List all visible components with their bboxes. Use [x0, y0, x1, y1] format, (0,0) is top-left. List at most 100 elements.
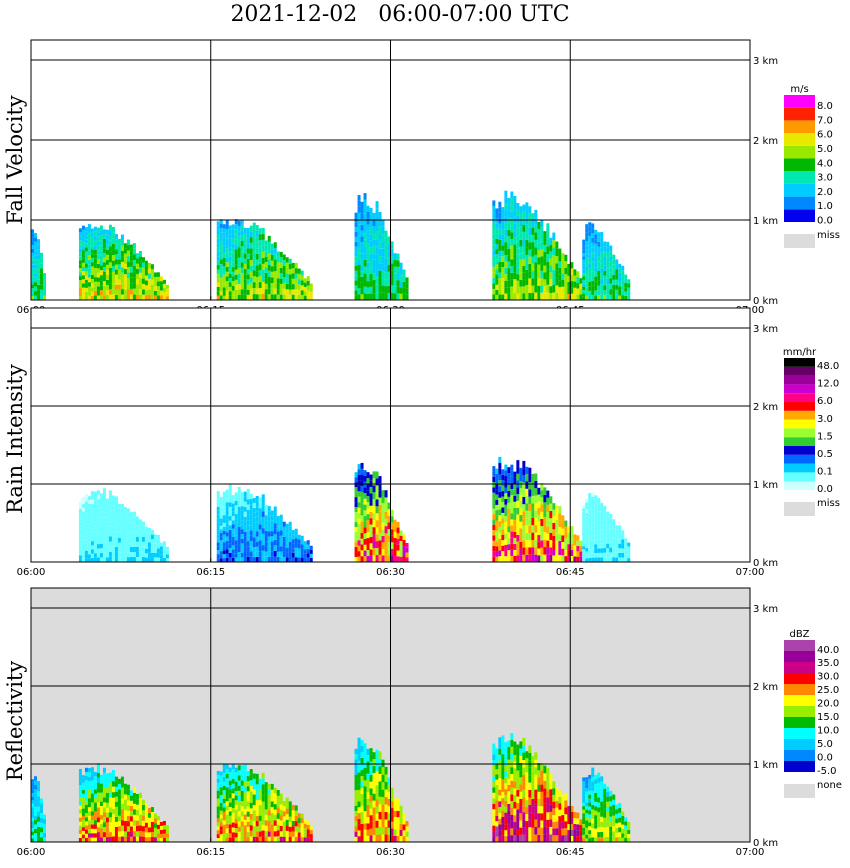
echo-pixel: [360, 817, 364, 824]
echo-pixel: [405, 547, 409, 553]
echo-pixel: [549, 237, 553, 245]
echo-pixel: [591, 290, 595, 296]
echo-pixel: [537, 508, 541, 515]
echo-pixel: [609, 294, 613, 300]
echo-pixel: [297, 837, 301, 842]
echo-pixel: [360, 532, 364, 539]
echo-pixel: [498, 261, 502, 268]
echo-pixel: [114, 244, 118, 250]
echo-pixel: [516, 528, 520, 535]
echo-pixel: [369, 549, 373, 556]
echo-pixel: [225, 791, 229, 797]
echo-pixel: [525, 821, 529, 829]
echo-pixel: [294, 294, 298, 300]
echo-pixel: [117, 532, 121, 538]
echo-pixel: [537, 791, 541, 799]
echo-pixel: [240, 795, 244, 802]
echo-pixel: [258, 778, 262, 785]
echo-pixel: [126, 508, 130, 514]
echo-pixel: [597, 812, 601, 818]
echo-pixel: [120, 557, 124, 562]
echo-pixel: [34, 246, 37, 251]
echo-pixel: [294, 284, 298, 290]
echo-pixel: [297, 289, 301, 295]
echo-pixel: [357, 491, 361, 497]
echo-pixel: [372, 226, 376, 233]
echo-pixel: [531, 532, 535, 540]
echo-pixel: [558, 555, 562, 562]
echo-pixel: [495, 556, 499, 562]
echo-pixel: [240, 267, 244, 274]
echo-pixel: [366, 484, 370, 491]
echo-pixel: [504, 235, 508, 243]
echo-pixel: [102, 797, 106, 803]
echo-pixel: [255, 536, 259, 542]
echo-pixel: [360, 739, 364, 746]
echo-pixel: [507, 778, 511, 785]
echo-pixel: [525, 779, 529, 787]
echo-pixel: [588, 521, 592, 526]
echo-pixel: [219, 228, 223, 233]
echo-pixel: [504, 470, 508, 477]
colorbar-label: 12.0: [817, 379, 839, 390]
echo-pixel: [37, 239, 40, 245]
echo-pixel: [498, 795, 502, 802]
echo-pixel: [276, 551, 280, 557]
echo-pixel: [243, 248, 247, 254]
echo-pixel: [240, 257, 244, 263]
echo-pixel: [360, 276, 364, 283]
echo-pixel: [504, 267, 508, 275]
echo-pixel: [354, 831, 358, 837]
echo-pixel: [384, 826, 388, 835]
echo-pixel: [40, 258, 43, 264]
echo-pixel: [621, 270, 625, 276]
echo-pixel: [558, 816, 562, 823]
echo-pixel: [246, 238, 250, 244]
echo-pixel: [591, 790, 595, 796]
echo-pixel: [564, 835, 568, 842]
echo-pixel: [501, 267, 505, 273]
echo-pixel: [558, 280, 562, 288]
echo-pixel: [276, 789, 280, 796]
echo-pixel: [279, 514, 283, 520]
echo-pixel: [363, 279, 367, 287]
echo-pixel: [81, 812, 85, 817]
echo-pixel: [144, 531, 148, 536]
echo-pixel: [498, 239, 502, 246]
echo-pixel: [561, 259, 565, 267]
echo-pixel: [354, 246, 358, 252]
echo-pixel: [135, 521, 139, 527]
colorbar-label: 35.0: [817, 658, 839, 669]
echo-pixel: [378, 497, 382, 505]
echo-pixel: [31, 817, 34, 822]
echo-pixel: [603, 270, 607, 276]
echo-pixel: [585, 809, 589, 814]
echo-pixel: [264, 515, 268, 521]
echo-pixel: [543, 803, 547, 812]
echo-pixel: [144, 265, 148, 271]
echo-pixel: [576, 830, 580, 837]
echo-pixel: [381, 789, 385, 798]
echo-pixel: [108, 787, 112, 793]
echo-pixel: [117, 269, 121, 275]
echo-pixel: [147, 262, 151, 269]
echo-pixel: [585, 274, 589, 279]
echo-pixel: [609, 289, 613, 295]
colorbar-label: 5.0: [817, 144, 833, 155]
echo-pixel: [219, 783, 223, 788]
echo-pixel: [612, 294, 616, 300]
echo-pixel: [354, 512, 358, 518]
echo-pixel: [387, 791, 391, 799]
echo-pixel: [615, 809, 619, 814]
echo-pixel: [123, 532, 127, 538]
echo-pixel: [585, 498, 589, 503]
echo-pixel: [81, 518, 85, 523]
echo-pixel: [504, 287, 508, 294]
echo-pixel: [516, 241, 520, 249]
echo-pixel: [249, 546, 253, 552]
echo-pixel: [222, 522, 226, 527]
echo-pixel: [96, 812, 100, 818]
echo-pixel: [594, 530, 598, 536]
echo-pixel: [129, 811, 133, 817]
echo-pixel: [609, 836, 613, 842]
